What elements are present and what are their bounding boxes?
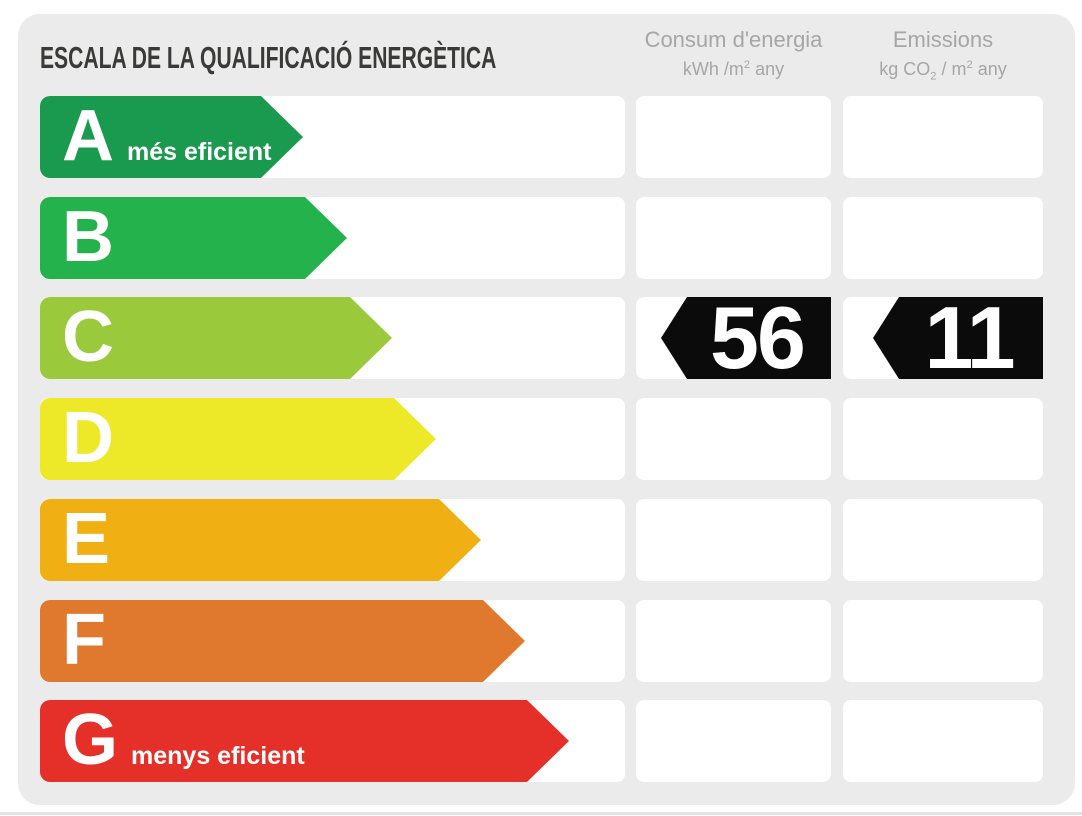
- emissions-value: 11: [924, 288, 1015, 387]
- emissions-units: kg CO2 / m2 any: [879, 59, 1007, 83]
- emissions-cell: [843, 197, 1043, 279]
- consumption-cell: [636, 96, 831, 178]
- column-header-consumption: Consum d'energia kWh /m2 any: [622, 27, 845, 81]
- consumption-cell: [636, 398, 831, 480]
- emissions-cell: 11: [843, 297, 1043, 379]
- consumption-cell: [636, 499, 831, 581]
- emissions-cell: [843, 499, 1043, 581]
- emissions-cell: [843, 700, 1043, 782]
- energy-scale-panel: ESCALA DE LA QUALIFICACIÓ ENERGÈTICA Con…: [18, 14, 1075, 805]
- rating-row-g: G menys eficient: [18, 700, 1075, 782]
- rating-row-d: D: [18, 398, 1075, 480]
- rating-arrow-a: A més eficient: [40, 96, 303, 178]
- rating-row-c: 56 11 C: [18, 297, 1075, 379]
- consumption-value-badge: 56: [661, 297, 831, 379]
- rating-arrow-b: B: [40, 197, 347, 279]
- emissions-label: Emissions: [892, 27, 994, 52]
- rating-arrow-c: C: [40, 297, 392, 379]
- rating-note: menys eficient: [131, 742, 305, 770]
- rating-arrow-d: D: [40, 398, 436, 480]
- emissions-cell: [843, 96, 1043, 178]
- consumption-cell: 56: [636, 297, 831, 379]
- column-header-emissions: Emissions kg CO2 / m2 any: [829, 27, 1057, 89]
- rating-note: més eficient: [127, 138, 272, 166]
- consumption-cell: [636, 700, 831, 782]
- rating-row-b: B: [18, 197, 1075, 279]
- consumption-value: 56: [710, 288, 806, 387]
- consumption-cell: [636, 197, 831, 279]
- rating-letter: F: [62, 600, 106, 680]
- rating-letter: B: [62, 197, 114, 277]
- consumption-cell: [636, 600, 831, 682]
- bottom-divider: [0, 812, 1082, 815]
- page-title: ESCALA DE LA QUALIFICACIÓ ENERGÈTICA: [40, 40, 497, 75]
- rating-arrow-f: F: [40, 600, 525, 682]
- rating-letter: C: [62, 297, 114, 377]
- rating-letter: A: [62, 96, 114, 176]
- rating-letter: G: [62, 700, 119, 780]
- emissions-cell: [843, 600, 1043, 682]
- rating-letter: D: [62, 398, 114, 478]
- rating-letter: E: [62, 499, 111, 579]
- rating-row-a: A més eficient: [18, 96, 1075, 178]
- emissions-cell: [843, 398, 1043, 480]
- consumption-label: Consum d'energia: [644, 27, 823, 52]
- rating-arrow-e: E: [40, 499, 481, 581]
- consumption-units: kWh /m2 any: [682, 59, 785, 79]
- rating-row-f: F: [18, 600, 1075, 682]
- emissions-value-badge: 11: [873, 297, 1043, 379]
- rating-row-e: E: [18, 499, 1075, 581]
- rating-arrow-g: G menys eficient: [40, 700, 569, 782]
